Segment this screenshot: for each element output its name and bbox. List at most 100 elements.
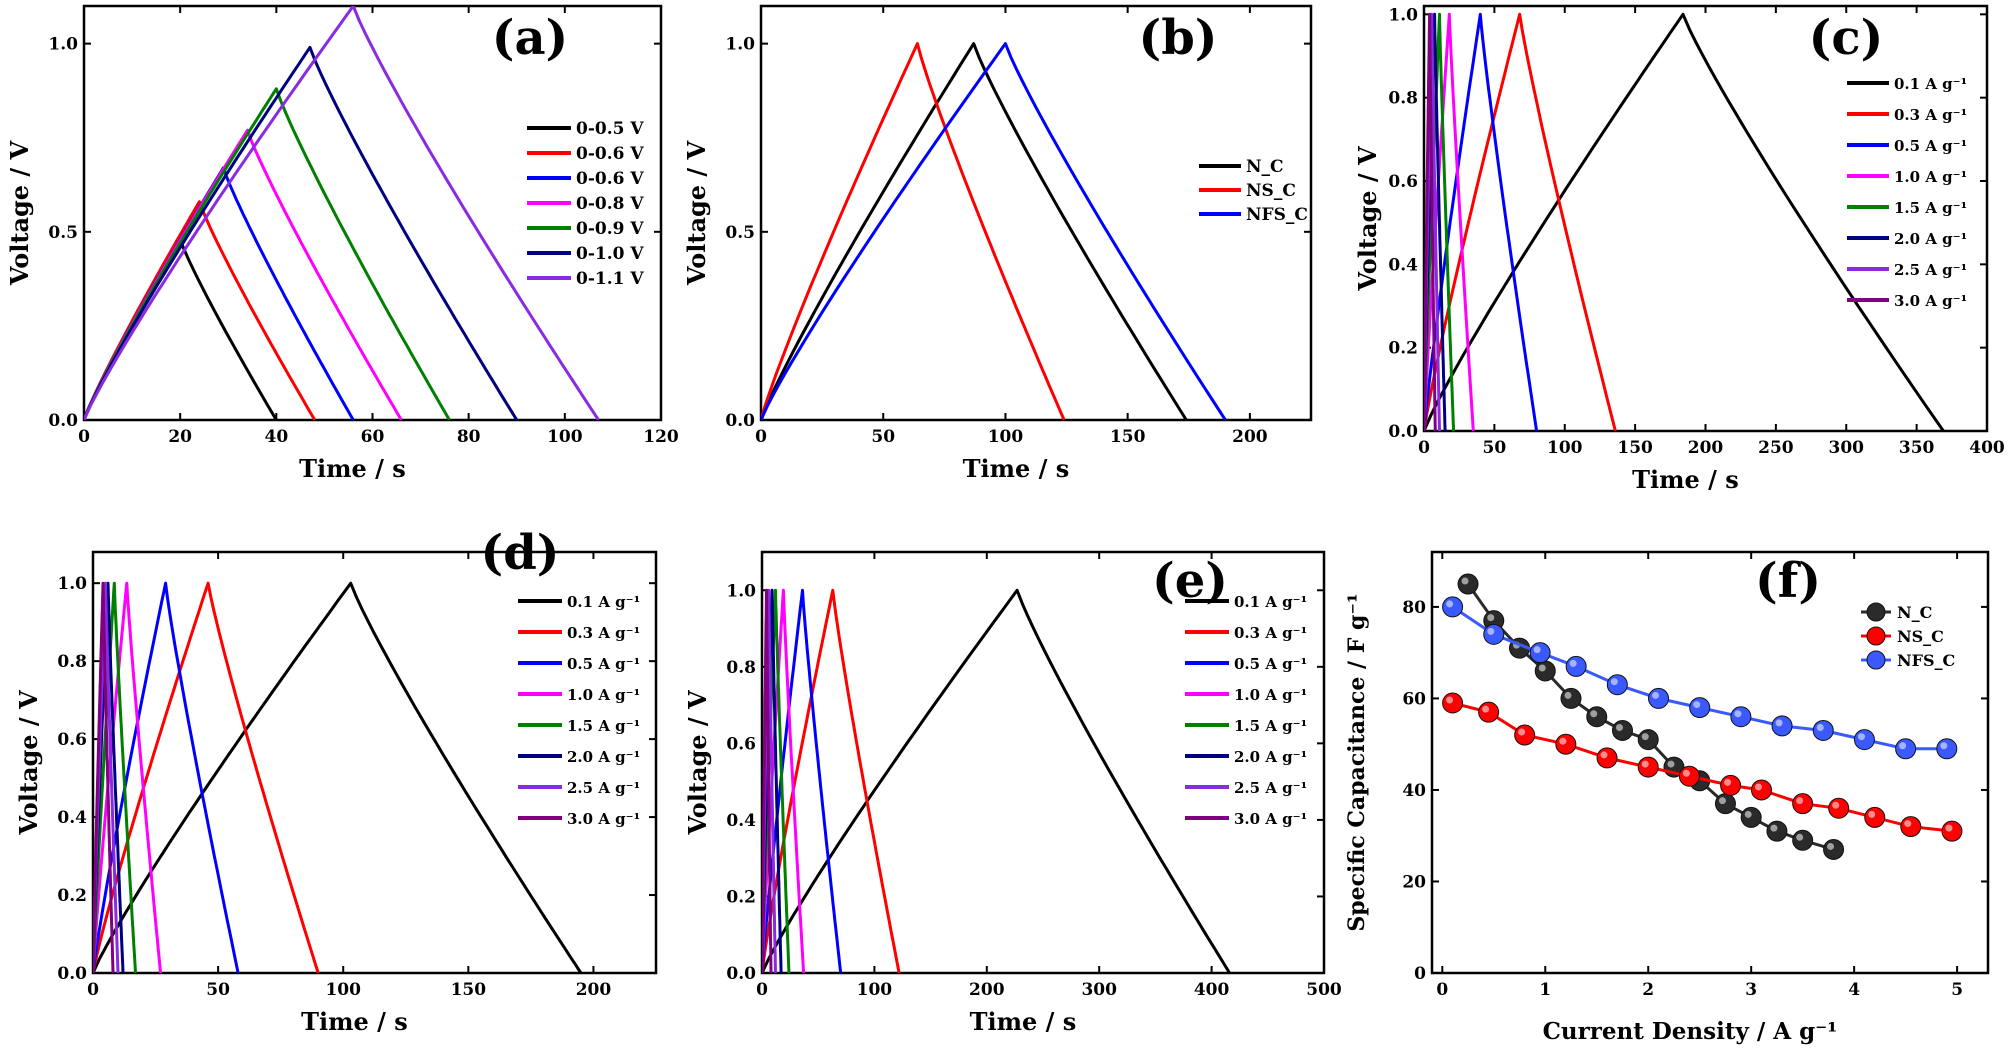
x-tick-label: 40	[264, 427, 288, 447]
data-point	[1720, 774, 1742, 796]
legend-label: 0.1 A g⁻¹	[1234, 593, 1307, 611]
panel-b: 0 50 100 150 200 0.0 0.5 1.0 Time / s Voltage / V…	[682, 4, 1313, 483]
x-tick-label: 80	[457, 427, 481, 447]
series-line	[1424, 12, 1539, 431]
x-tick-label: 200	[969, 980, 1005, 1000]
x-tick-label: 200	[576, 980, 612, 1000]
y-tick-label: 0.2	[57, 886, 87, 906]
data-point	[1828, 797, 1850, 819]
legend-label: 2.5 A g⁻¹	[1894, 261, 1967, 279]
x-tick-label: 50	[1483, 438, 1507, 458]
series-line	[84, 128, 403, 420]
data-point	[1611, 719, 1633, 741]
data-point	[1941, 820, 1963, 842]
y-tick-label: 0.0	[1388, 422, 1418, 442]
x-tick-label: 350	[1899, 438, 1935, 458]
panel-a: 0 20 40 60 80 100 120 0.0 0.5 1.0 Time / s Voltage …	[5, 4, 679, 483]
plot-frame	[759, 4, 1313, 422]
data-point	[1730, 706, 1752, 728]
data-point	[1895, 738, 1917, 760]
legend-label: NFS_C	[1897, 651, 1955, 670]
data-point	[1637, 729, 1659, 751]
y-tick-label: 80	[1402, 598, 1426, 618]
legend-label: 2.5 A g⁻¹	[567, 779, 640, 797]
y-tick-label: 60	[1402, 689, 1426, 709]
legend-label: 1.0 A g⁻¹	[1894, 168, 1967, 186]
x-tick-label: 100	[857, 980, 893, 1000]
y-axis-label: Voltage / V	[14, 690, 43, 836]
series-line	[84, 45, 519, 420]
x-axis-label: Time / s	[963, 454, 1070, 483]
legend-marker	[1866, 602, 1886, 622]
y-tick-label: 0.8	[726, 658, 756, 678]
legend-label: 0.3 A g⁻¹	[1894, 106, 1967, 124]
y-tick-label: 0.4	[57, 808, 87, 828]
legend-label: NS_C	[1246, 181, 1296, 201]
plot-frame	[82, 4, 663, 422]
x-tick-label: 3	[1745, 980, 1757, 1000]
y-tick-label: 1.0	[725, 35, 755, 55]
x-tick-label: 200	[1688, 438, 1724, 458]
x-tick-label: 250	[1758, 438, 1794, 458]
panel-title: (a)	[492, 10, 569, 66]
series-line	[93, 581, 115, 973]
data-point	[1637, 756, 1659, 778]
y-axis-label: Voltage / V	[683, 690, 712, 836]
x-tick-label: 150	[1110, 427, 1146, 447]
legend-label: 0-0.9 V	[576, 219, 644, 239]
series-line	[1424, 12, 1945, 431]
y-tick-label: 0.0	[48, 411, 78, 431]
series-line	[84, 6, 600, 420]
x-tick-label: 0	[87, 980, 99, 1000]
data-point	[1936, 738, 1958, 760]
data-point	[1534, 660, 1556, 682]
panel-title: (f)	[1755, 553, 1821, 609]
x-tick-label: 0	[78, 427, 90, 447]
legend-label: NFS_C	[1246, 205, 1308, 225]
y-axis-label: Voltage / V	[5, 140, 34, 286]
y-tick-label: 0.0	[57, 964, 87, 984]
x-tick-label: 100	[547, 427, 583, 447]
y-tick-label: 0.0	[726, 964, 756, 984]
x-axis-label: Time / s	[970, 1007, 1077, 1036]
plot-frame	[1422, 4, 1989, 433]
legend-label: 0.3 A g⁻¹	[1234, 624, 1307, 642]
series-line	[1424, 12, 1617, 431]
x-tick-label: 100	[1547, 438, 1583, 458]
x-tick-label: 4	[1848, 980, 1860, 1000]
legend-label: 0-0.6 V	[576, 169, 644, 189]
legend-label: 1.5 A g⁻¹	[1234, 717, 1307, 735]
data-point	[1442, 692, 1464, 714]
x-tick-label: 300	[1081, 980, 1117, 1000]
x-axis-label: Current Density / A g⁻¹	[1543, 1018, 1838, 1045]
panel-f: 0 1 2 3 4 5 0 20 40 60 80 Current Density / A g⁻¹ Sp…	[1344, 550, 1990, 1045]
legend: N_C NS_C NFS_C	[1199, 157, 1308, 225]
x-tick-label: 50	[206, 980, 230, 1000]
legend-label: 3.0 A g⁻¹	[567, 810, 640, 828]
y-tick-label: 0.6	[726, 734, 756, 754]
legend-label: NS_C	[1897, 627, 1944, 646]
data-point	[1442, 596, 1464, 618]
data-point	[1555, 733, 1577, 755]
y-tick-label: 1.0	[57, 574, 87, 594]
data-point	[1529, 642, 1551, 664]
y-tick-label: 0.5	[48, 223, 78, 243]
x-axis-label: Time / s	[1632, 465, 1739, 494]
data-point	[1648, 687, 1670, 709]
legend-label: 3.0 A g⁻¹	[1894, 292, 1967, 310]
legend-label: 2.0 A g⁻¹	[1894, 230, 1967, 248]
data-point	[1750, 779, 1772, 801]
legend-marker	[1866, 650, 1886, 670]
y-tick-label: 0	[1414, 964, 1426, 984]
panel-title: (d)	[481, 525, 560, 581]
series-line	[762, 588, 901, 973]
x-tick-label: 150	[1617, 438, 1653, 458]
data-point	[1823, 838, 1845, 860]
data-point	[1596, 747, 1618, 769]
data-point	[1586, 706, 1608, 728]
y-tick-label: 0.4	[726, 811, 756, 831]
plot-frame	[1430, 550, 1990, 975]
series-line	[93, 581, 583, 973]
data-point	[1565, 655, 1587, 677]
